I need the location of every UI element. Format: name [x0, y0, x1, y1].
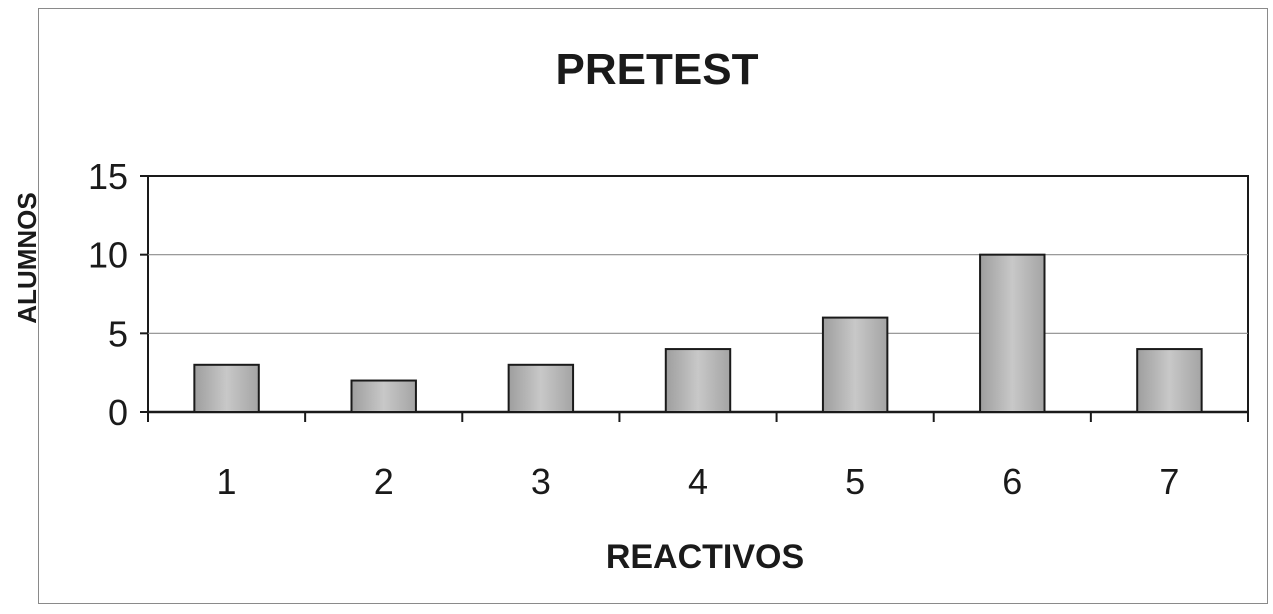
y-axis-title: ALUMNOS [12, 192, 42, 323]
bar [1136, 348, 1203, 414]
x-tick-label: 5 [845, 461, 865, 502]
bar [350, 379, 417, 413]
x-tick-label: 2 [374, 461, 394, 502]
y-tick-label: 5 [108, 313, 128, 354]
bar [193, 363, 260, 413]
x-axis-title: REACTIVOS [606, 538, 804, 576]
plot-area: 0 5 10 15 1 2 3 4 5 6 7 [88, 156, 1249, 502]
chart-frame [38, 8, 1268, 604]
bar [979, 253, 1046, 413]
bar [821, 316, 889, 414]
x-tick-label: 6 [1002, 461, 1022, 502]
x-tick-label: 1 [217, 461, 237, 502]
chart-title: PRETEST [556, 45, 759, 94]
y-tick-label: 15 [88, 156, 128, 197]
x-tick-label: 3 [531, 461, 551, 502]
x-tick-label: 7 [1159, 461, 1179, 502]
bar [507, 363, 575, 413]
x-tick-label: 4 [688, 461, 708, 502]
bar [664, 348, 732, 414]
y-tick-label: 0 [108, 392, 128, 433]
y-tick-label: 10 [88, 235, 128, 276]
